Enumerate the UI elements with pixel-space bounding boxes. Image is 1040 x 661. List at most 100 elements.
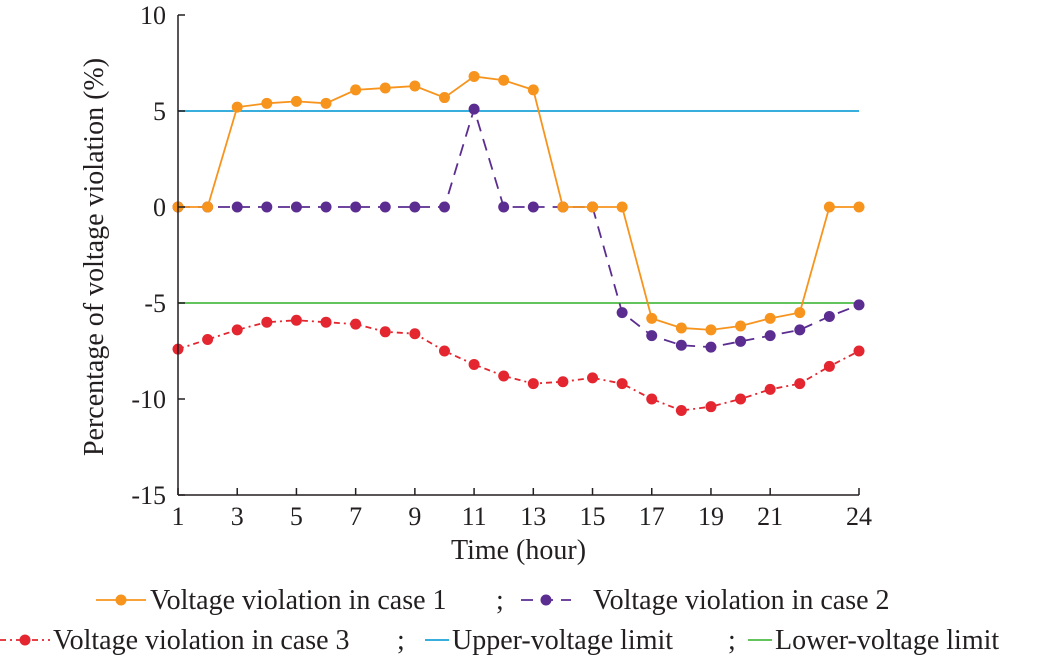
series-case2-line [178, 105, 860, 349]
series-layer [172, 70, 865, 417]
series-case3-point [794, 378, 806, 390]
series-case1-point [409, 80, 421, 92]
y-tick-label: -15 [131, 481, 166, 510]
series-case3-point [231, 324, 243, 336]
series-case1-line [178, 75, 859, 331]
series-case2-point [764, 330, 776, 342]
series-case3-point [498, 370, 510, 382]
legend-lower-limit-label: Lower-voltage limit [775, 625, 999, 656]
y-tick-label: -10 [131, 385, 166, 414]
series-case3-point [202, 333, 214, 345]
y-tick-label: 10 [140, 1, 166, 30]
series-case3-point [675, 405, 687, 417]
legend-item-upper-limit: Upper-voltage limit ; [425, 625, 736, 656]
series-case1-point [527, 84, 539, 96]
legend-case1-swatch-marker [115, 594, 127, 606]
series-case3-point [853, 345, 865, 357]
series-case2-point [705, 341, 717, 353]
series-case3-point [320, 316, 332, 328]
legend-upper-limit-label: Upper-voltage limit [452, 625, 673, 656]
series-case2-point [527, 201, 539, 213]
series-case1-point [202, 201, 214, 213]
series-case2-point [379, 201, 391, 213]
x-tick-label: 21 [757, 502, 783, 531]
x-tick-label: 3 [231, 502, 244, 531]
legend-item-case2: Voltage violation in case 2 [521, 585, 890, 616]
series-case3-point [557, 376, 569, 388]
series-case3-point [379, 326, 391, 338]
x-tick-label: 1 [172, 502, 185, 531]
series-case3-point [823, 360, 835, 372]
series-case2-point [675, 339, 687, 351]
x-tick-label: 17 [639, 502, 665, 531]
series-case1-point [705, 324, 717, 336]
series-case2-point [320, 201, 332, 213]
legend-item-case3: Voltage violation in case 3 ; [0, 625, 405, 656]
y-axis-title: Percentage of voltage violation (%) [79, 58, 110, 456]
legend-case3-swatch-marker [19, 634, 31, 646]
x-tick-label: 11 [462, 502, 487, 531]
legend-case3-label: Voltage violation in case 3 [53, 625, 350, 656]
series-case2-point [853, 299, 865, 311]
x-tick-label: 7 [349, 502, 362, 531]
series-case1-point [735, 320, 747, 332]
series-case3-point [705, 401, 717, 413]
series-case2-point [616, 307, 628, 319]
series-case3-point [290, 314, 302, 326]
x-tick-label: 9 [408, 502, 421, 531]
series-case1-point [290, 95, 302, 107]
series-case2-point [823, 310, 835, 322]
series-case1-point [587, 201, 599, 213]
series-case1-point [823, 201, 835, 213]
limit-lines-layer [178, 110, 859, 304]
x-tick-label: 19 [698, 502, 724, 531]
series-case2-point [438, 201, 450, 213]
series-case3-point [438, 345, 450, 357]
legend-item-case1: Voltage violation in case 1 ; [96, 585, 504, 616]
series-case1-point [231, 101, 243, 113]
series-case3-point [527, 378, 539, 390]
series-case2-point [261, 201, 273, 213]
series-case2-point [290, 201, 302, 213]
series-case1-point [853, 201, 865, 213]
series-case3-point [646, 393, 658, 405]
x-tick-label: 15 [580, 502, 606, 531]
y-tick-label: 5 [153, 97, 166, 126]
series-case1-point [498, 74, 510, 86]
y-tick-label: 0 [153, 193, 166, 222]
x-tick-label: 13 [520, 502, 546, 531]
series-case3-point [616, 378, 628, 390]
series-case2-point [646, 330, 658, 342]
legend-case2-swatch-marker [540, 594, 552, 606]
series-case3-point [587, 372, 599, 384]
legend-separator: ; [728, 625, 736, 656]
series-case2-point [231, 201, 243, 213]
series-case1-point [438, 92, 450, 104]
series-case3-point [261, 316, 273, 328]
axes-layer [177, 15, 859, 496]
series-case3-point [735, 393, 747, 405]
series-case3-point [468, 358, 480, 370]
legend-case1-label: Voltage violation in case 1 [150, 585, 447, 616]
legend-case2-label: Voltage violation in case 2 [593, 585, 890, 616]
series-case2-point [350, 201, 362, 213]
series-case1-point [468, 70, 480, 82]
series-case3-point [764, 383, 776, 395]
series-case1-point [261, 97, 273, 109]
series-case3-point [409, 328, 421, 340]
x-tick-label: 24 [846, 502, 872, 531]
legend-separator: ; [397, 625, 405, 656]
x-tick-label: 5 [290, 502, 303, 531]
series-case2-point [794, 324, 806, 336]
series-case1-point [794, 307, 806, 319]
series-case2-point [498, 201, 510, 213]
y-tick-label: -5 [144, 289, 166, 318]
series-case1-point [616, 201, 628, 213]
series-case1-point [646, 312, 658, 324]
x-axis-title: Time (hour) [451, 535, 586, 566]
series-case1-point [764, 312, 776, 324]
legend-separator: ; [496, 585, 504, 616]
